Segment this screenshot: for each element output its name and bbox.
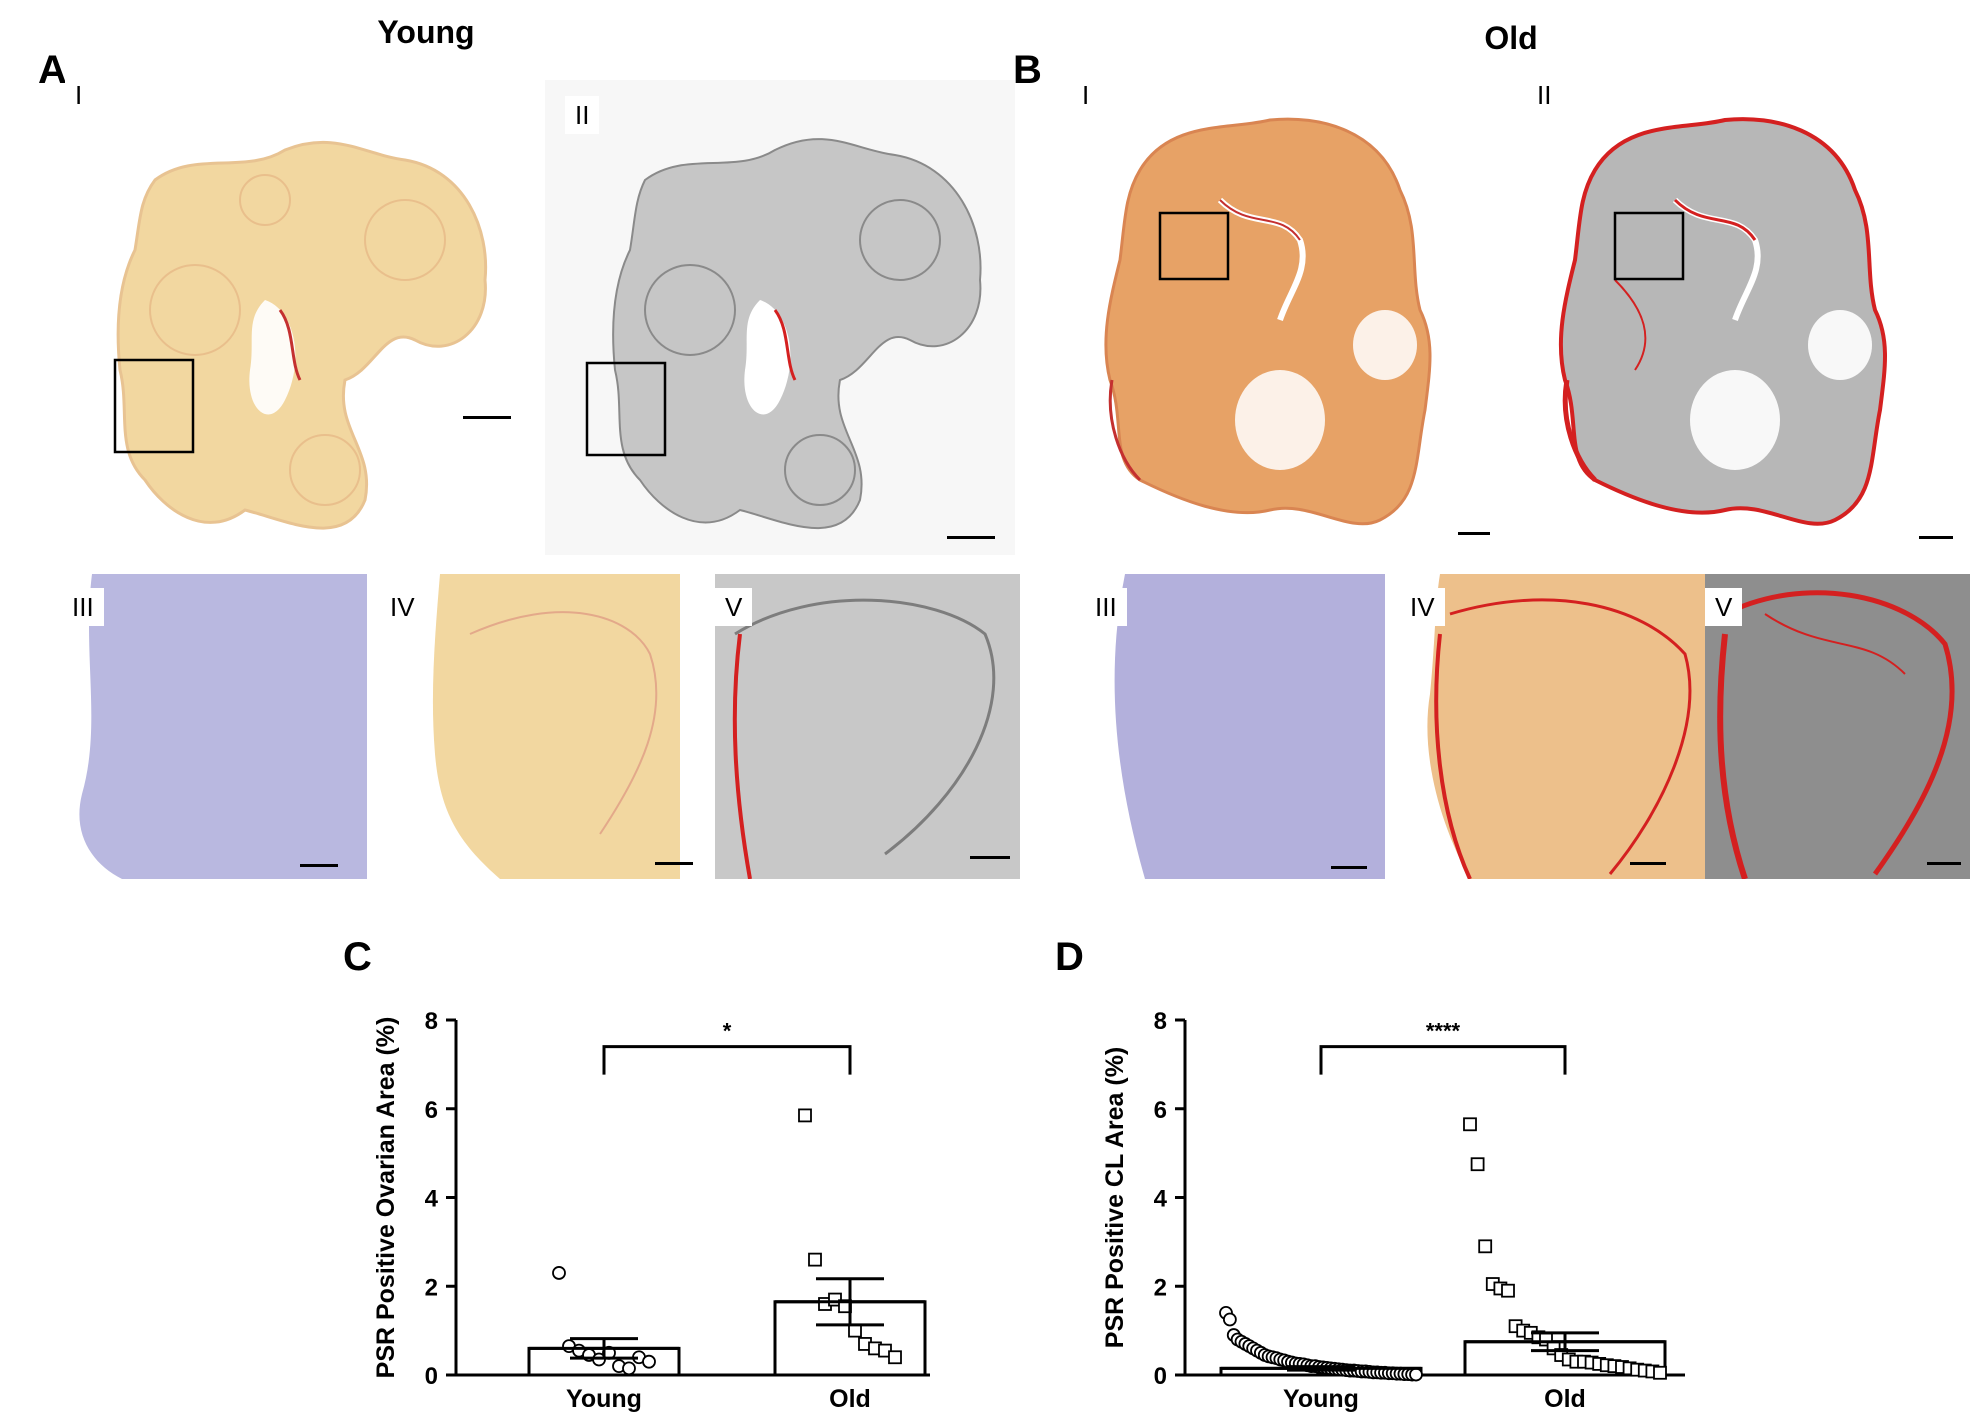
sub-label-ii: II [565,96,600,134]
chart-d: 0 2 4 6 8 PSR Positive CL Area (%) Young Old ***… [1101,1008,1685,1413]
scale-bar [1927,862,1961,865]
micrograph-young-psr-cl: IV [380,574,700,879]
scale-bar [300,864,338,867]
scale-bar [463,416,511,419]
scale-bar [947,536,995,539]
data-point [622,1361,636,1376]
column-title-old: Old [1484,20,1538,56]
data-point [1409,1367,1423,1382]
data-point [1653,1365,1667,1380]
y-axis-label: PSR Positive Ovarian Area (%) [372,1017,400,1379]
micrograph-young-psr-whole-ovary: I [45,80,530,555]
scale-bar [1630,862,1666,865]
scale-bar [655,862,693,865]
panel-letter-d: D [1055,935,1084,979]
micrograph-young-he-cl: III [62,574,367,879]
sub-label-iv: IV [380,588,425,626]
significance-bracket [602,1045,852,1075]
x-tick-label: Young [1283,1385,1359,1413]
y-tick-label: 2 [425,1274,438,1301]
y-tick-label: 6 [425,1097,438,1124]
column-title-young: Young [377,14,475,50]
x-tick-label: Old [829,1385,871,1413]
panel-letter-b: B [1013,48,1042,92]
inset-box [585,361,667,457]
x-tick-label: Young [566,1385,642,1413]
sub-label-i: I [65,80,93,114]
sub-label-v: V [715,588,753,626]
data-point [808,1252,822,1267]
scale-bar [970,856,1010,859]
data-point [798,1108,812,1123]
sub-label-iii: III [1085,588,1127,626]
chart-c: 0 2 4 6 8 PSR Positive Ovarian Area (%) Young O… [372,1008,930,1413]
y-tick-label: 8 [425,1008,438,1035]
micrograph-old-psr-whole-ovary: I [1050,80,1490,555]
sub-label-iii: III [62,588,104,626]
sub-label-ii: II [1527,80,1562,114]
inset-box [1613,211,1685,281]
y-tick-label: 0 [1154,1363,1167,1390]
data-point [552,1266,566,1280]
y-tick-label: 4 [425,1186,439,1213]
y-tick-label: 6 [1154,1097,1167,1124]
micrograph-old-psr-cl: IV [1400,574,1705,879]
data-point [888,1350,902,1365]
significance-label: **** [1426,1019,1461,1044]
data-point [1463,1117,1477,1132]
micrograph-old-he-cl: III [1085,574,1385,879]
data-point [642,1354,656,1369]
y-tick-label: 0 [425,1363,438,1390]
sub-label-i: I [1072,80,1100,114]
data-point [1470,1157,1485,1172]
scale-bar [1919,536,1953,539]
micrograph-young-psr-threshold: II [545,80,1015,555]
data-point [848,1323,862,1338]
micrograph-young-psr-threshold-cl: V [715,574,1020,879]
y-axis-label: PSR Positive CL Area (%) [1101,1047,1129,1348]
y-tick-label: 4 [1154,1186,1168,1213]
y-tick-label: 8 [1154,1008,1167,1035]
x-tick-label: Old [1544,1385,1586,1413]
sub-label-iv: IV [1400,588,1445,626]
inset-box [113,358,195,454]
panel-letter-a: A [38,48,67,92]
y-tick-label: 2 [1154,1274,1167,1301]
panel-letter-c: C [343,935,372,979]
micrograph-old-psr-threshold: II [1505,80,1970,555]
sub-label-v: V [1705,588,1743,626]
significance-bracket [1319,1045,1567,1075]
significance-label: * [723,1019,732,1044]
micrograph-old-psr-threshold-cl: V [1705,574,1970,879]
data-point [1501,1283,1515,1298]
data-point [1222,1312,1237,1327]
scale-bar [1331,866,1367,869]
inset-box [1158,211,1230,281]
data-point [1478,1239,1493,1254]
scale-bar [1458,532,1490,535]
